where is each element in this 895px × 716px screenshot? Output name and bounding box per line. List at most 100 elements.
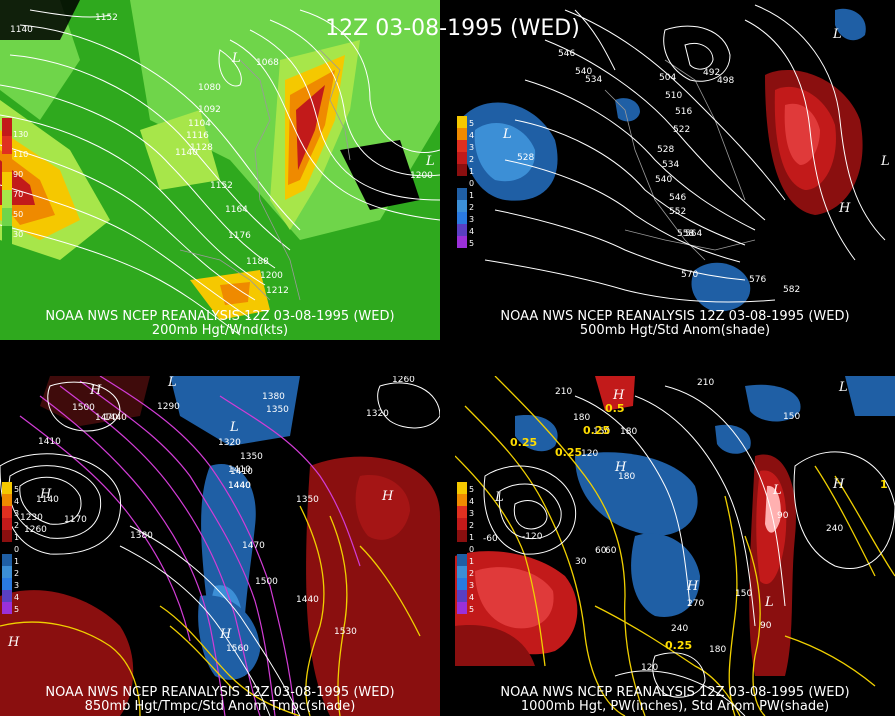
low-pressure-marker: L xyxy=(231,51,241,66)
pw-contour-label: 0.25 xyxy=(555,446,582,459)
caption-field: 200mb Hgt/Wnd(kts) xyxy=(151,323,289,338)
low-pressure-marker: L xyxy=(838,380,848,395)
contour-label: 1152 xyxy=(95,13,118,23)
contour-label: 534 xyxy=(662,160,679,170)
legend-label: 1 xyxy=(14,557,19,566)
legend-label: 4 xyxy=(469,497,474,506)
pw-contour-label: 0.5 xyxy=(605,402,625,415)
contour-label: 1500 xyxy=(72,403,95,413)
caption-source: NOAA NWS NCEP REANALYSIS 12Z 03-08-1995 … xyxy=(500,685,850,700)
legend-label: 2 xyxy=(469,155,474,164)
legend-label: 5 xyxy=(14,485,19,494)
contour-label: 1320 xyxy=(366,409,389,419)
panel-caption: NOAA NWS NCEP REANALYSIS 12Z 03-08-1995 … xyxy=(0,686,440,714)
pw-contour-label: 0.25 xyxy=(665,639,692,652)
low-pressure-marker: L xyxy=(494,490,504,505)
contour-label: 1164 xyxy=(225,205,248,215)
low-pressure-marker: L xyxy=(764,595,774,610)
legend-label: 0 xyxy=(14,545,19,554)
contour-label: 1116 xyxy=(186,131,209,141)
legend-label: 1 xyxy=(14,533,19,542)
contour-label: 1140 xyxy=(175,148,198,158)
contour-label: 1176 xyxy=(228,231,251,241)
high-pressure-marker: H xyxy=(614,460,627,475)
legend-label: 2 xyxy=(14,521,19,530)
contour-label: 1380 xyxy=(130,531,153,541)
contour-label: 540 xyxy=(575,67,592,77)
contour-label: 1128 xyxy=(190,143,213,153)
contour-label: 498 xyxy=(717,76,734,86)
panel-caption: NOAA NWS NCEP REANALYSIS 12Z 03-08-1995 … xyxy=(455,686,895,714)
contour-label: 1500 xyxy=(255,577,278,587)
legend-label: 110 xyxy=(13,150,28,159)
contour-label: 534 xyxy=(585,75,602,85)
legend-label: 3 xyxy=(469,143,474,152)
contour-label: 552 xyxy=(669,207,686,217)
contour-label: 1410 xyxy=(230,467,253,477)
contour-label: 1230 xyxy=(20,513,43,523)
contour-label: 1290 xyxy=(157,402,180,412)
low-pressure-marker: L xyxy=(832,27,842,42)
legend-label: 90 xyxy=(13,170,23,179)
legend-label: 1 xyxy=(469,533,474,542)
contour-label: 180 xyxy=(573,413,590,423)
contour-label: 1260 xyxy=(392,376,415,385)
contour-label: 1530 xyxy=(334,627,357,637)
contour-label: 1470 xyxy=(242,541,265,551)
contour-label: 1350 xyxy=(296,495,319,505)
legend-label: 3 xyxy=(469,581,474,590)
caption-field: 1000mb Hgt, PW(inches), Std Anom PW(shad… xyxy=(520,699,830,714)
contour-label: 180 xyxy=(709,645,726,655)
legend-label: 4 xyxy=(14,593,19,602)
contour-label: 1440 xyxy=(228,481,251,491)
contour-label: 180 xyxy=(618,472,635,482)
contour-label: 558 xyxy=(677,229,694,239)
contour-label: 270 xyxy=(687,599,704,609)
legend-label: 1 xyxy=(469,167,474,176)
contour-label: 30 xyxy=(575,557,587,567)
legend-label: 0 xyxy=(469,179,474,188)
contour-label: 492 xyxy=(703,68,720,78)
contour-label: 522 xyxy=(673,125,690,135)
map-1000mb: 5 4 3 2 1 0 1 2 3 4 5 210 180 150 120 21… xyxy=(455,376,895,716)
contour-label: 150 xyxy=(783,412,800,422)
legend-label: 4 xyxy=(469,593,474,602)
contour-label: -60 xyxy=(483,534,498,544)
legend-label: 5 xyxy=(469,605,474,614)
contour-label: 546 xyxy=(558,49,575,59)
map-200mb: 130 110 90 70 50 30 1152 1140 1068 1080 … xyxy=(0,0,440,340)
legend-label: 5 xyxy=(14,605,19,614)
contour-label: 1170 xyxy=(64,515,87,525)
legend-label: 4 xyxy=(469,227,474,236)
contour-label: 1188 xyxy=(246,257,269,267)
contour-label: 528 xyxy=(657,145,674,155)
contour-label: 120 xyxy=(581,449,598,459)
contour-label: 120 xyxy=(641,663,658,673)
high-pressure-marker: H xyxy=(686,579,699,594)
contour-label: 576 xyxy=(749,275,766,285)
contour-label: 1068 xyxy=(256,58,279,68)
contour-label: 540 xyxy=(655,175,672,185)
contour-label: 1440 xyxy=(296,595,319,605)
contour-label: 1200 xyxy=(260,271,283,281)
panel-850mb-height-temperature: 5 4 3 2 1 0 1 2 3 4 5 1500 1470 1440 129… xyxy=(0,376,440,716)
contour-label: 150 xyxy=(735,589,752,599)
contour-label: 1140 xyxy=(10,25,33,35)
legend-label: 130 xyxy=(13,130,28,139)
legend-label: 3 xyxy=(14,509,19,518)
legend-label: 3 xyxy=(469,215,474,224)
contour-label: 1260 xyxy=(24,525,47,535)
legend-label: 30 xyxy=(13,230,23,239)
contour-label: 582 xyxy=(783,285,800,295)
legend-label: 1 xyxy=(469,191,474,200)
contour-label: 504 xyxy=(659,73,676,83)
legend-label: 0 xyxy=(469,545,474,554)
low-pressure-marker: L xyxy=(880,154,890,169)
contour-label: 546 xyxy=(669,193,686,203)
high-pressure-marker: H xyxy=(89,383,102,398)
contour-label: 210 xyxy=(697,378,714,388)
contour-label: 510 xyxy=(665,91,682,101)
legend-label: 4 xyxy=(14,497,19,506)
pw-contour-label: 1 xyxy=(880,478,888,491)
contour-label: 1350 xyxy=(266,405,289,415)
